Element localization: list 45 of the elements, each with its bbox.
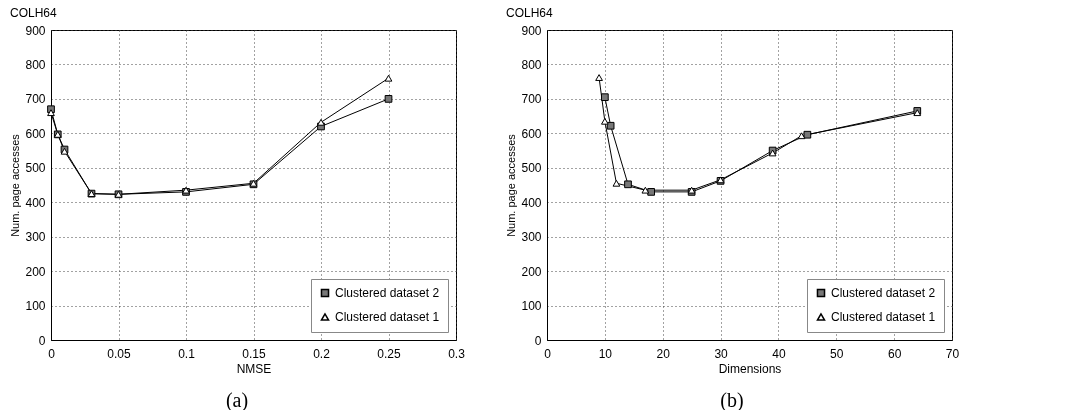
x-tick-label: 70 <box>945 346 960 361</box>
legend-label: Clustered dataset 1 <box>831 310 936 324</box>
y-axis-title: Num. page accesses <box>505 133 518 237</box>
y-tick-label: 200 <box>521 264 542 279</box>
chart-title: COLH64 <box>9 6 57 20</box>
x-tick-label: 50 <box>830 346 844 361</box>
legend-label: Clustered dataset 2 <box>831 286 936 300</box>
y-tick-label: 200 <box>25 264 46 279</box>
y-tick-label: 100 <box>521 299 542 314</box>
x-tick-label: 0.2 <box>313 346 331 361</box>
x-axis-title: NMSE <box>236 361 272 376</box>
y-tick-label: 700 <box>521 92 542 107</box>
x-tick-label: 20 <box>656 346 671 361</box>
x-axis-title: Dimensions <box>718 361 782 376</box>
x-tick-label: 0 <box>544 346 552 361</box>
y-tick-label: 600 <box>25 126 46 141</box>
chart-title: COLH64 <box>505 6 553 20</box>
legend-label: Clustered dataset 2 <box>335 286 440 300</box>
x-tick-label: 0.05 <box>107 346 131 361</box>
x-tick-label: 0.3 <box>448 346 466 361</box>
legend-label: Clustered dataset 1 <box>335 310 440 324</box>
y-tick-label: 800 <box>25 57 46 72</box>
x-tick-label: 10 <box>598 346 613 361</box>
y-tick-label: 600 <box>521 126 542 141</box>
y-axis-title: Num. page accesses <box>9 133 22 237</box>
x-tick-label: 0.15 <box>242 346 266 361</box>
y-tick-label: 900 <box>25 23 46 38</box>
x-tick-label: 40 <box>772 346 786 361</box>
y-tick-label: 400 <box>521 195 542 210</box>
y-tick-label: 500 <box>521 161 542 176</box>
y-tick-label: 900 <box>521 23 542 38</box>
x-tick-label: 60 <box>887 346 902 361</box>
y-tick-label: 800 <box>521 57 542 72</box>
x-tick-label: 0 <box>48 346 56 361</box>
y-tick-label: 0 <box>534 333 542 348</box>
y-tick-label: 300 <box>25 230 46 245</box>
y-tick-label: 0 <box>38 333 46 348</box>
y-tick-label: 300 <box>521 230 542 245</box>
y-tick-label: 500 <box>25 161 46 176</box>
y-tick-label: 700 <box>25 92 46 107</box>
x-tick-label: 0.25 <box>377 346 401 361</box>
x-tick-label: 0.1 <box>178 346 196 361</box>
y-tick-label: 100 <box>25 299 46 314</box>
x-tick-label: 30 <box>714 346 729 361</box>
y-tick-label: 400 <box>25 195 46 210</box>
